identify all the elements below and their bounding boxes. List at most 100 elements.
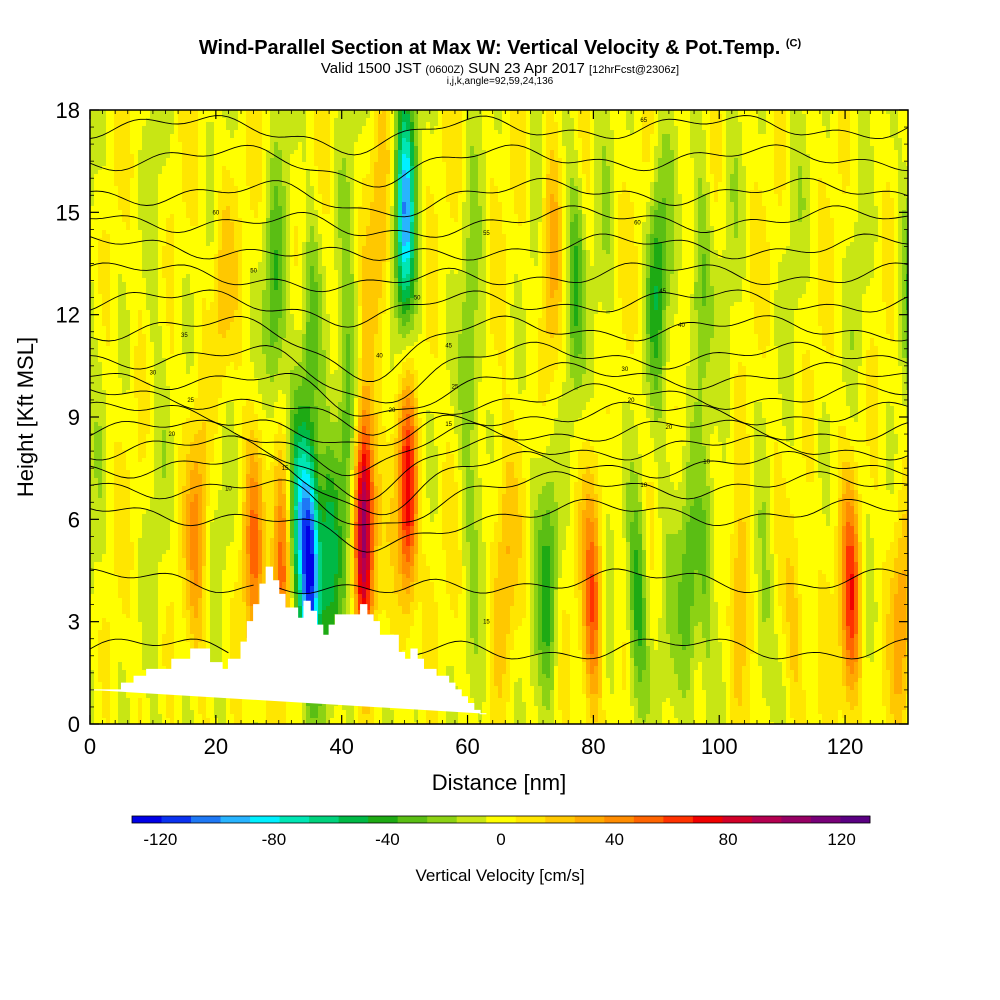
field-cell [842,134,847,139]
field-cell [606,118,611,123]
field-cell [274,126,279,131]
field-cell [322,114,327,119]
field-cell [402,138,407,143]
field-cell [598,130,603,135]
field-cell [118,114,123,119]
field-cell [430,138,435,143]
field-cell [818,134,823,139]
field-cell [114,130,119,135]
field-cell [742,130,747,135]
field-cell [298,130,303,135]
field-cell [754,122,759,127]
field-cell [690,118,695,123]
field-cell [442,138,447,143]
field-cell [282,114,287,119]
field-cell [810,118,815,123]
field-cell [370,114,375,119]
field-cell [446,118,451,123]
field-cell [394,126,399,131]
field-cell [482,118,487,123]
field-cell [426,130,431,135]
field-cell [726,122,731,127]
field-cell [882,126,887,131]
field-cell [298,118,303,123]
field-cell [710,134,715,139]
field-cell [198,114,203,119]
field-cell [158,114,163,119]
field-cell [302,122,307,127]
field-cell [606,130,611,135]
field-cell [426,138,431,143]
field-cell [858,114,863,119]
field-cell [470,138,475,143]
field-cell [494,130,499,135]
field-cell [258,122,263,127]
field-cell [758,122,763,127]
field-cell [746,134,751,139]
field-cell [386,130,391,135]
field-cell [726,138,731,143]
field-cell [526,126,531,131]
field-cell [138,126,143,131]
field-cell [862,114,867,119]
field-cell [178,134,183,139]
field-cell [374,122,379,127]
field-cell [730,130,735,135]
field-cell [226,138,231,143]
field-cell [726,126,731,131]
field-cell [222,122,227,127]
field-cell [158,126,163,131]
field-cell [458,134,463,139]
field-cell [402,134,407,139]
field-cell [710,118,715,123]
field-cell [458,126,463,131]
field-cell [122,114,127,119]
field-cell [334,134,339,139]
field-cell [122,134,127,139]
field-cell [482,130,487,135]
field-cell [278,130,283,135]
field-cell [762,134,767,139]
field-cell [686,114,691,119]
field-cell [834,134,839,139]
field-cell [390,118,395,123]
field-cell [622,138,627,143]
field-cell [450,118,455,123]
field-cell [818,118,823,123]
field-cell [490,138,495,143]
field-cell [482,122,487,127]
field-cell [830,114,835,119]
field-cell [294,122,299,127]
field-cell [418,138,423,143]
field-cell [762,114,767,119]
field-cell [126,114,131,119]
field-cell [314,130,319,135]
field-cell [882,114,887,119]
field-cell [374,126,379,131]
field-cell [218,114,223,119]
field-cell [254,118,259,123]
field-cell [830,118,835,123]
field-cell [526,134,531,139]
field-cell [486,130,491,135]
field-cell [722,138,727,143]
field-cell [386,122,391,127]
field-cell [350,130,355,135]
field-cell [106,138,111,143]
field-cell [418,114,423,119]
field-cell [790,134,795,139]
field-cell [846,126,851,131]
field-cell [674,122,679,127]
field-cell [618,126,623,131]
field-cell [318,122,323,127]
field-cell [274,130,279,135]
field-cell [118,134,123,139]
field-cell [566,118,571,123]
field-cell [150,134,155,139]
field-cell [234,126,239,131]
field-cell [778,134,783,139]
field-cell [786,126,791,131]
field-cell [878,114,883,119]
field-cell [738,138,743,143]
field-cell [894,118,899,123]
